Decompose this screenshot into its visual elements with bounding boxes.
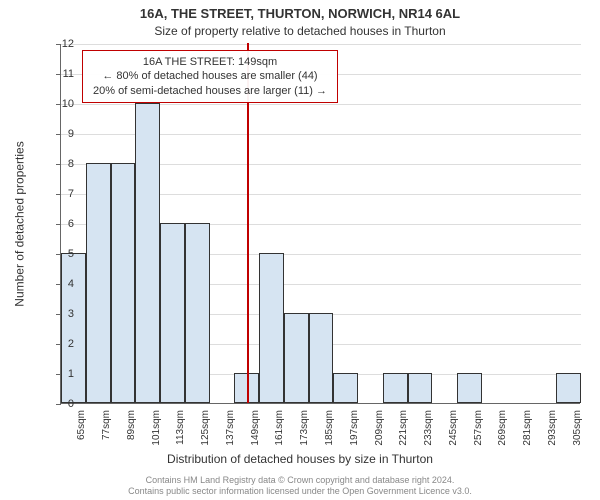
x-tick-label: 185sqm — [324, 410, 335, 450]
x-tick-label: 305sqm — [572, 410, 583, 450]
x-tick-label: 149sqm — [250, 410, 261, 450]
y-tick-label: 6 — [44, 218, 74, 230]
histogram-bar — [160, 223, 185, 403]
x-tick-label: 245sqm — [448, 410, 459, 450]
chart-container: 16A, THE STREET, THURTON, NORWICH, NR14 … — [0, 0, 600, 500]
chart-subtitle: Size of property relative to detached ho… — [0, 24, 600, 38]
x-tick-label: 173sqm — [299, 410, 310, 450]
x-tick-label: 209sqm — [374, 410, 385, 450]
histogram-bar — [86, 163, 111, 403]
y-tick-label: 5 — [44, 248, 74, 260]
x-tick-label: 125sqm — [200, 410, 211, 450]
gridline — [61, 44, 581, 45]
y-tick-label: 12 — [44, 38, 74, 50]
histogram-bar — [61, 253, 86, 403]
x-tick-label: 89sqm — [126, 410, 137, 450]
y-tick-label: 7 — [44, 188, 74, 200]
x-axis-label: Distribution of detached houses by size … — [0, 452, 600, 466]
y-axis-label-text: Number of detached properties — [13, 141, 27, 306]
histogram-bar — [111, 163, 136, 403]
x-tick-label: 257sqm — [473, 410, 484, 450]
footer-line-2: Contains public sector information licen… — [0, 486, 600, 497]
histogram-bar — [457, 373, 482, 403]
y-axis-label: Number of detached properties — [10, 44, 30, 404]
annotation-line-2: ← 80% of detached houses are smaller (44… — [93, 69, 327, 83]
x-tick-label: 137sqm — [225, 410, 236, 450]
x-tick-label: 113sqm — [175, 410, 186, 450]
x-tick-label: 161sqm — [274, 410, 285, 450]
histogram-bar — [333, 373, 358, 403]
y-tick-label: 4 — [44, 278, 74, 290]
x-tick-label: 197sqm — [349, 410, 360, 450]
histogram-bar — [185, 223, 210, 403]
x-tick-label: 281sqm — [522, 410, 533, 450]
y-tick-label: 1 — [44, 368, 74, 380]
y-tick-label: 8 — [44, 158, 74, 170]
x-tick-label: 65sqm — [76, 410, 87, 450]
chart-title: 16A, THE STREET, THURTON, NORWICH, NR14 … — [0, 6, 600, 21]
x-tick-label: 101sqm — [151, 410, 162, 450]
x-tick-label: 221sqm — [398, 410, 409, 450]
histogram-bar — [408, 373, 433, 403]
histogram-bar — [135, 103, 160, 403]
x-tick-label: 77sqm — [101, 410, 112, 450]
annotation-box: 16A THE STREET: 149sqm ← 80% of detached… — [82, 50, 338, 103]
x-tick-label: 269sqm — [497, 410, 508, 450]
histogram-bar — [309, 313, 334, 403]
y-tick-label: 9 — [44, 128, 74, 140]
histogram-bar — [259, 253, 284, 403]
footer-line-1: Contains HM Land Registry data © Crown c… — [0, 475, 600, 486]
x-tick-label: 233sqm — [423, 410, 434, 450]
annotation-line-3: 20% of semi-detached houses are larger (… — [93, 84, 327, 98]
histogram-bar — [383, 373, 408, 403]
y-tick-label: 0 — [44, 398, 74, 410]
y-tick-label: 3 — [44, 308, 74, 320]
histogram-bar — [284, 313, 309, 403]
footer: Contains HM Land Registry data © Crown c… — [0, 475, 600, 497]
x-tick-label: 293sqm — [547, 410, 558, 450]
y-tick-label: 11 — [44, 68, 74, 80]
y-tick-label: 2 — [44, 338, 74, 350]
histogram-bar — [556, 373, 581, 403]
y-tick-label: 10 — [44, 98, 74, 110]
annotation-line-1: 16A THE STREET: 149sqm — [93, 55, 327, 69]
